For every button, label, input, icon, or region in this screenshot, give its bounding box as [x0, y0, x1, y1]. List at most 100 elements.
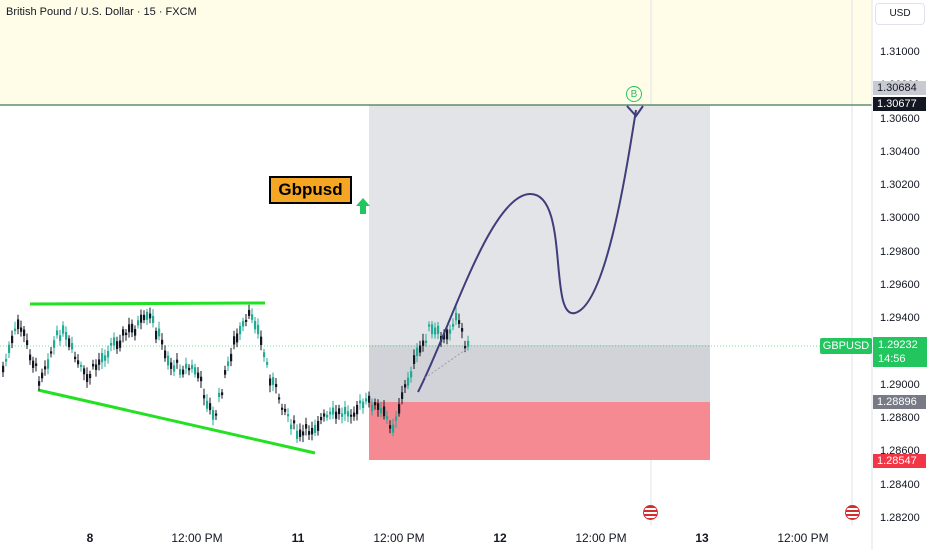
candle-body — [374, 402, 377, 406]
symbol-annotation: Gbpusd — [269, 176, 352, 204]
candle-body — [455, 312, 458, 321]
candle-body — [86, 374, 89, 382]
candle-body — [182, 369, 185, 375]
candle-body — [41, 372, 44, 379]
projection-path — [417, 109, 637, 393]
candle-body — [461, 328, 464, 332]
candle-body — [68, 338, 71, 348]
candle-body — [434, 327, 437, 335]
candle-body — [395, 416, 398, 421]
candle-body — [362, 401, 365, 408]
y-tick-label: 1.29600 — [880, 279, 920, 291]
candle-body — [38, 381, 41, 386]
candle-body — [146, 312, 149, 320]
projection-arrowhead — [626, 105, 644, 118]
candle-body — [410, 371, 413, 378]
x-tick-label: 8 — [86, 531, 94, 545]
x-tick-label: 11 — [291, 531, 305, 545]
candle-body — [389, 425, 392, 429]
candle-body — [125, 332, 128, 336]
y-tick-label: 1.28200 — [880, 512, 920, 524]
candlestick-series — [2, 304, 470, 443]
candle-body — [347, 411, 350, 417]
candle-body — [449, 329, 452, 334]
us-flag-icon[interactable] — [643, 505, 658, 520]
candle-body — [29, 354, 32, 361]
candle-body — [269, 378, 272, 386]
candle-body — [2, 365, 5, 373]
candle-body — [56, 330, 59, 336]
target-price-tag: 1.30677 — [873, 97, 926, 111]
candle-body — [131, 323, 134, 333]
entry-price-tag: 1.28896 — [873, 395, 926, 409]
candle-body — [272, 377, 275, 385]
candle-body — [137, 320, 140, 326]
candle-body — [251, 314, 254, 320]
candle-body — [50, 351, 53, 354]
candle-body — [452, 323, 455, 327]
candle-body — [296, 430, 299, 439]
x-tick-label: 12:00 PM — [575, 531, 627, 545]
candle-body — [53, 340, 56, 348]
stop-loss-zone — [369, 402, 710, 460]
y-tick-label: 1.29800 — [880, 245, 920, 258]
candle-body — [14, 328, 17, 332]
x-tick-label: 12:00 PM — [777, 531, 829, 545]
candle-body — [167, 355, 170, 366]
candle-body — [152, 315, 155, 323]
resistance-price-tag: 1.30684 — [873, 81, 926, 95]
candle-body — [17, 319, 20, 330]
candle-body — [254, 320, 257, 330]
candle-body — [188, 367, 191, 371]
candle-body — [341, 413, 344, 417]
candle-body — [401, 392, 404, 399]
candle-body — [326, 414, 329, 418]
candle-body — [221, 392, 224, 396]
current-price-tag: 1.29232 14:56 — [873, 337, 927, 367]
candle-body — [155, 330, 158, 340]
candle-body — [197, 372, 200, 379]
candle-body — [335, 411, 338, 419]
candle-body — [284, 408, 287, 412]
candle-body — [8, 344, 11, 353]
candle-body — [83, 368, 86, 375]
candle-body — [212, 410, 215, 420]
us-flag-icon[interactable] — [845, 505, 860, 520]
y-tick-label: 1.31000 — [880, 46, 920, 58]
candle-body — [263, 352, 266, 358]
candle-body — [149, 313, 152, 319]
candle-body — [179, 369, 182, 375]
resistance-highlight-zone — [0, 0, 872, 105]
candle-body — [92, 363, 95, 367]
candle-body — [164, 350, 167, 359]
currency-selector[interactable]: USD — [875, 3, 925, 25]
up-arrow-icon — [356, 198, 370, 214]
candle-body — [134, 329, 137, 336]
stop-price-tag: 1.28547 — [873, 454, 926, 468]
candle-body — [299, 429, 302, 437]
candle-body — [356, 404, 359, 415]
candle-body — [236, 333, 239, 343]
y-tick-label: 1.30600 — [880, 112, 920, 125]
candle-body — [74, 356, 77, 360]
candle-body — [431, 324, 434, 335]
candle-body — [209, 403, 212, 411]
candle-body — [365, 398, 368, 402]
x-tick-label: 12:00 PM — [171, 531, 223, 545]
y-tick-label: 1.29400 — [880, 312, 920, 325]
candle-body — [464, 346, 467, 349]
candle-body — [47, 359, 50, 369]
candle-body — [404, 384, 407, 388]
candle-body — [218, 392, 221, 397]
y-tick-label: 1.28400 — [880, 478, 920, 491]
candle-body — [26, 340, 29, 346]
target-marker-b: B — [626, 86, 642, 102]
candle-body — [20, 327, 23, 332]
candle-body — [59, 335, 62, 341]
y-tick-label: 1.29000 — [880, 378, 920, 391]
upper-trendline — [29, 301, 266, 306]
candle-body — [224, 370, 227, 375]
candle-body — [140, 314, 143, 323]
candle-body — [35, 363, 38, 366]
